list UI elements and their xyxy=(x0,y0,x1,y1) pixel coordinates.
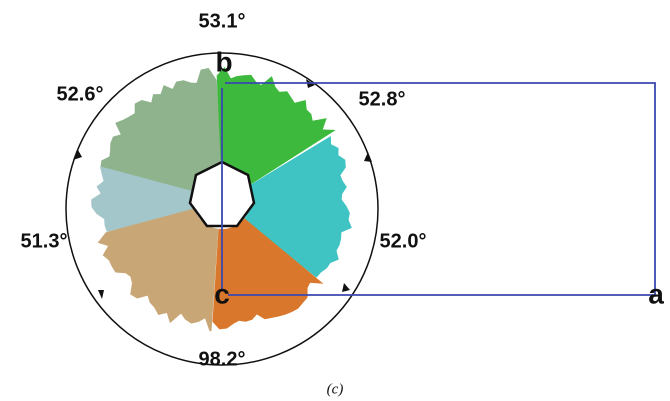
angle-label: 98.2° xyxy=(199,348,246,370)
angle-label: 52.6° xyxy=(57,83,104,105)
angle-label: 52.8° xyxy=(359,88,406,110)
axis-label: c xyxy=(214,278,230,309)
axis-label: b xyxy=(215,46,232,77)
angle-label: 51.3° xyxy=(21,230,68,252)
angle-label: 52.0° xyxy=(380,230,427,252)
angle-label: 53.1° xyxy=(199,10,246,32)
caption: (c) xyxy=(327,381,344,397)
axis-label: a xyxy=(648,278,664,309)
figure: 53.1° 52.6° 52.8° 51.3° 52.0° 98.2° b c … xyxy=(0,0,670,401)
